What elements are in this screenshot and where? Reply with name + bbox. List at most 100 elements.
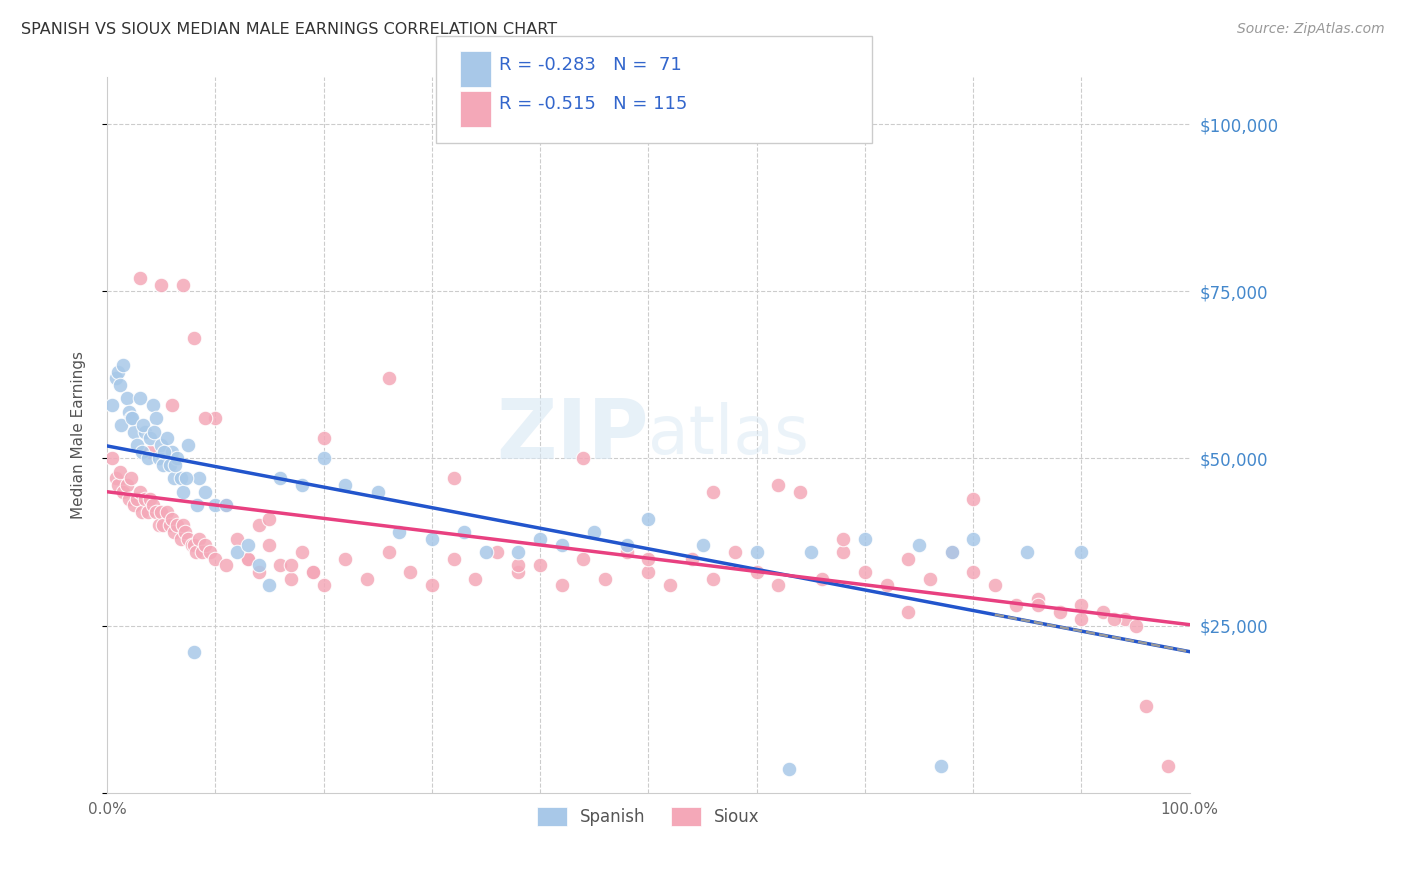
Point bbox=[120, 411, 142, 425]
Point bbox=[399, 565, 422, 579]
Point bbox=[312, 451, 335, 466]
Point bbox=[170, 532, 193, 546]
Point bbox=[1070, 599, 1092, 613]
Point bbox=[131, 444, 153, 458]
Point bbox=[128, 484, 150, 499]
Point bbox=[134, 425, 156, 439]
Point bbox=[156, 505, 179, 519]
Point bbox=[1026, 599, 1049, 613]
Point bbox=[420, 532, 443, 546]
Point bbox=[172, 484, 194, 499]
Point bbox=[291, 478, 314, 492]
Point bbox=[269, 471, 291, 485]
Point bbox=[356, 572, 378, 586]
Point bbox=[134, 491, 156, 506]
Point bbox=[204, 498, 226, 512]
Point bbox=[107, 478, 129, 492]
Point bbox=[745, 545, 768, 559]
Point bbox=[280, 572, 302, 586]
Point bbox=[810, 572, 832, 586]
Point bbox=[132, 417, 155, 432]
Point bbox=[853, 532, 876, 546]
Point bbox=[768, 478, 790, 492]
Point bbox=[236, 551, 259, 566]
Point bbox=[112, 484, 135, 499]
Point bbox=[529, 558, 551, 573]
Point bbox=[159, 458, 181, 472]
Point bbox=[1114, 612, 1136, 626]
Point bbox=[112, 358, 135, 372]
Point bbox=[637, 565, 659, 579]
Point bbox=[160, 444, 183, 458]
Point bbox=[139, 491, 162, 506]
Point bbox=[101, 451, 124, 466]
Point bbox=[163, 471, 186, 485]
Point bbox=[115, 392, 138, 406]
Point bbox=[101, 398, 124, 412]
Text: ZIP: ZIP bbox=[496, 394, 648, 475]
Point bbox=[104, 471, 127, 485]
Point bbox=[508, 565, 530, 579]
Point bbox=[215, 498, 238, 512]
Point bbox=[572, 551, 595, 566]
Point bbox=[702, 484, 724, 499]
Point bbox=[174, 471, 197, 485]
Point bbox=[876, 578, 898, 592]
Point bbox=[152, 458, 174, 472]
Point bbox=[941, 545, 963, 559]
Point bbox=[193, 484, 215, 499]
Point bbox=[108, 465, 131, 479]
Point bbox=[551, 538, 574, 552]
Point bbox=[420, 578, 443, 592]
Point bbox=[145, 505, 167, 519]
Point bbox=[160, 398, 183, 412]
Point bbox=[215, 498, 238, 512]
Point bbox=[118, 491, 141, 506]
Point bbox=[247, 565, 270, 579]
Text: atlas: atlas bbox=[648, 402, 810, 468]
Point bbox=[183, 331, 205, 345]
Point bbox=[616, 545, 638, 559]
Point bbox=[388, 524, 411, 539]
Point bbox=[247, 558, 270, 573]
Point bbox=[136, 451, 159, 466]
Point bbox=[150, 438, 173, 452]
Point bbox=[508, 545, 530, 559]
Point bbox=[485, 545, 508, 559]
Point bbox=[616, 538, 638, 552]
Point bbox=[768, 578, 790, 592]
Point bbox=[572, 451, 595, 466]
Point bbox=[1049, 605, 1071, 619]
Point bbox=[312, 431, 335, 445]
Point bbox=[702, 572, 724, 586]
Point bbox=[312, 578, 335, 592]
Point bbox=[174, 524, 197, 539]
Point bbox=[593, 572, 616, 586]
Point bbox=[177, 438, 200, 452]
Point bbox=[1157, 759, 1180, 773]
Point bbox=[962, 565, 984, 579]
Y-axis label: Median Male Earnings: Median Male Earnings bbox=[72, 351, 86, 519]
Point bbox=[1092, 605, 1115, 619]
Point bbox=[186, 498, 208, 512]
Point bbox=[897, 605, 920, 619]
Point bbox=[153, 444, 176, 458]
Point bbox=[136, 505, 159, 519]
Point bbox=[453, 524, 475, 539]
Point bbox=[659, 578, 682, 592]
Point bbox=[280, 558, 302, 573]
Point bbox=[121, 411, 143, 425]
Point bbox=[198, 545, 221, 559]
Point bbox=[443, 471, 465, 485]
Point bbox=[637, 551, 659, 566]
Point bbox=[172, 518, 194, 533]
Point bbox=[335, 478, 357, 492]
Point bbox=[141, 398, 163, 412]
Point bbox=[1135, 698, 1157, 713]
Point bbox=[172, 277, 194, 292]
Point bbox=[464, 572, 486, 586]
Point bbox=[104, 371, 127, 385]
Point bbox=[508, 558, 530, 573]
Point bbox=[166, 518, 188, 533]
Point bbox=[551, 578, 574, 592]
